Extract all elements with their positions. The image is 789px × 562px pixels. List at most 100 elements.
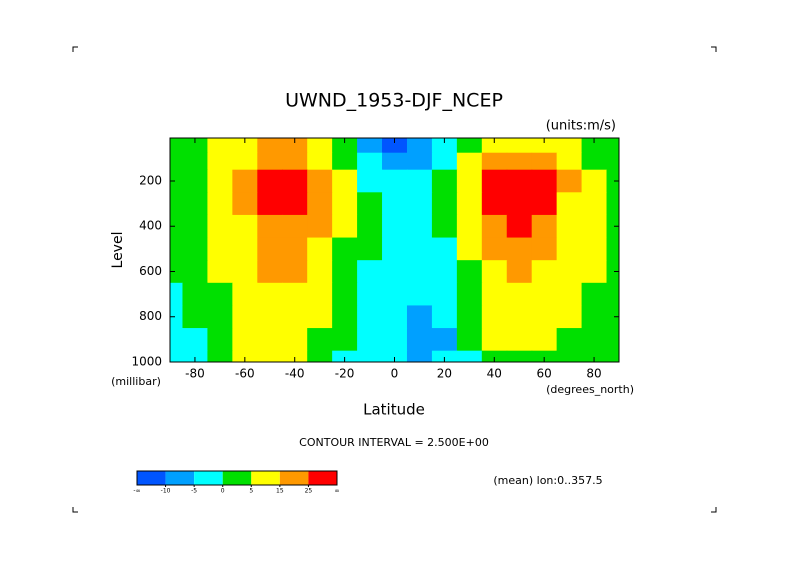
contour-cell [531, 305, 558, 329]
chart-title: UWND_1953-DJF_NCEP [285, 90, 503, 112]
contour-cell [332, 169, 358, 193]
contour-cell [606, 328, 620, 352]
contour-cell [431, 214, 458, 239]
contour-cell [232, 214, 258, 239]
contour-cell [257, 260, 283, 284]
corner-marks [72, 46, 717, 513]
colorbar-label: -∞ [133, 488, 140, 495]
contour-cell [581, 214, 608, 239]
contour-cell [207, 260, 233, 284]
contour-cell [606, 260, 620, 284]
contour-cell [257, 152, 283, 171]
contour-cell [406, 237, 433, 261]
colorbar-swatch [222, 471, 252, 485]
colorbar-label: 5 [249, 488, 253, 495]
contour-cell [406, 282, 433, 306]
y-tick-label: 1000 [131, 355, 162, 369]
contour-cell [531, 282, 558, 306]
contour-cell [431, 282, 458, 306]
contour-cell [581, 237, 608, 261]
contour-cell [431, 260, 458, 284]
contour-cell [382, 169, 408, 193]
contour-cell [481, 169, 508, 193]
contour-cell [207, 138, 233, 154]
contour-cell [257, 169, 283, 193]
contour-cell [606, 138, 620, 154]
contour-cell [170, 192, 183, 216]
contour-cell [282, 152, 308, 171]
contour-cell [207, 328, 233, 352]
contour-cell [581, 282, 608, 306]
colorbar-swatch [137, 471, 166, 485]
contour-cell [170, 260, 183, 284]
contour-cell [232, 237, 258, 261]
contour-cell [282, 169, 308, 193]
contour-cell [182, 169, 208, 193]
contour-cell [170, 305, 183, 329]
contour-cell [182, 350, 208, 363]
contour-cell [257, 138, 283, 154]
contour-cell [257, 282, 283, 306]
contour-cell [406, 192, 433, 216]
contour-cell [332, 350, 358, 363]
x-tick-label: -60 [235, 367, 255, 381]
contour-cell [382, 192, 408, 216]
contour-cell [506, 214, 533, 239]
contour-cell [282, 260, 308, 284]
y-axis-label: Level [110, 232, 126, 269]
colorbar: -∞ -10 -5 0 5 15 25 ∞ [133, 470, 340, 495]
contour-cell [207, 350, 233, 363]
contour-cell [382, 237, 408, 261]
contour-cell [506, 152, 533, 171]
contour-cell [531, 260, 558, 284]
contour-cell [307, 282, 333, 306]
axes: -80 -60 -40 -20 0 20 40 60 80 200 400 600 800 1000 [131, 137, 620, 381]
contour-cell [357, 237, 383, 261]
contour-cell [170, 152, 183, 171]
colorbar-swatch [194, 471, 223, 485]
contour-cell [581, 350, 608, 363]
contour-cell [207, 305, 233, 329]
contour-cell [232, 328, 258, 352]
contour-cell [332, 138, 358, 154]
contour-cell [556, 237, 583, 261]
contour-cell [506, 282, 533, 306]
contour-cell [207, 282, 233, 306]
contour-cell [406, 305, 433, 329]
contour-cell [170, 328, 183, 352]
colorbar-frame [136, 470, 338, 486]
contour-cell [257, 328, 283, 352]
x-tick-label: -80 [185, 367, 205, 381]
contour-cell [357, 328, 383, 352]
contour-cell [531, 152, 558, 171]
contour-cell [581, 152, 608, 171]
footnote: CONTOUR INTERVAL = 2.500E+00 [299, 436, 489, 449]
contour-cell [556, 328, 583, 352]
contour-cell [382, 350, 408, 363]
contour-cell [581, 192, 608, 216]
colorbar-label: 15 [276, 488, 284, 495]
y-tick-label: 800 [139, 309, 162, 323]
contour-cell [456, 237, 483, 261]
contour-cell [332, 214, 358, 239]
contour-cell [182, 282, 208, 306]
contour-cell [382, 328, 408, 352]
contour-cell [232, 169, 258, 193]
contour-field [170, 138, 620, 363]
contour-cell [282, 305, 308, 329]
contour-cell [556, 350, 583, 363]
contour-cell [481, 152, 508, 171]
colorbar-label: 0 [221, 488, 225, 495]
contour-cell [456, 282, 483, 306]
contour-cell [431, 169, 458, 193]
x-axis-unit: (degrees_north) [546, 383, 634, 396]
contour-cell [207, 192, 233, 216]
contour-cell [207, 237, 233, 261]
x-tick-label: 40 [487, 367, 502, 381]
contour-cell [232, 138, 258, 154]
contour-cell [332, 192, 358, 216]
contour-cell [182, 260, 208, 284]
contour-cell [182, 237, 208, 261]
contour-cell [257, 305, 283, 329]
